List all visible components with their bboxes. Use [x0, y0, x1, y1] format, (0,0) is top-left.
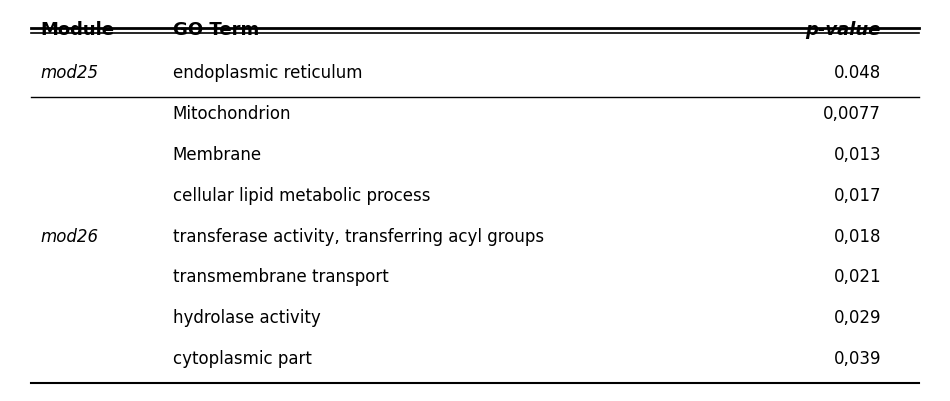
- Text: 0,013: 0,013: [833, 146, 881, 164]
- Text: mod25: mod25: [41, 64, 99, 82]
- Text: 0,0077: 0,0077: [824, 105, 881, 123]
- Text: 0.048: 0.048: [834, 64, 881, 82]
- Text: 0,039: 0,039: [833, 349, 881, 367]
- Text: cytoplasmic part: cytoplasmic part: [173, 349, 312, 367]
- Text: 0,029: 0,029: [833, 308, 881, 326]
- Text: Module: Module: [41, 20, 115, 38]
- Text: Mitochondrion: Mitochondrion: [173, 105, 292, 123]
- Text: 0,018: 0,018: [833, 227, 881, 245]
- Text: hydrolase activity: hydrolase activity: [173, 308, 320, 326]
- Text: endoplasmic reticulum: endoplasmic reticulum: [173, 64, 362, 82]
- Text: GO Term: GO Term: [173, 20, 259, 38]
- Text: mod26: mod26: [41, 227, 99, 245]
- Text: cellular lipid metabolic process: cellular lipid metabolic process: [173, 186, 430, 204]
- Text: p-value: p-value: [806, 20, 881, 38]
- Text: Membrane: Membrane: [173, 146, 262, 164]
- Text: 0,021: 0,021: [833, 268, 881, 286]
- Text: transmembrane transport: transmembrane transport: [173, 268, 389, 286]
- Text: 0,017: 0,017: [833, 186, 881, 204]
- Text: transferase activity, transferring acyl groups: transferase activity, transferring acyl …: [173, 227, 544, 245]
